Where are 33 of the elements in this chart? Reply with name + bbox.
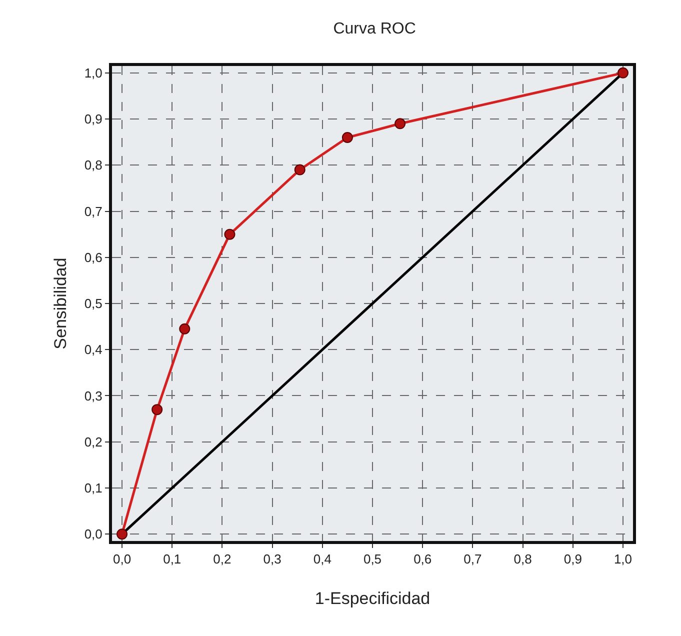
x-tick-label: 0,5 [363, 552, 382, 567]
x-tick-label: 0,9 [564, 552, 582, 567]
x-tick-label: 0,2 [213, 552, 232, 567]
y-tick-label: 0,1 [84, 480, 102, 496]
point [224, 228, 236, 240]
point [617, 67, 628, 78]
point [342, 132, 353, 143]
x-tick-label: 0,3 [263, 552, 282, 567]
x-tick-label: 0,1 [163, 552, 182, 567]
x-tick-label: 0,8 [514, 552, 532, 567]
point [294, 164, 306, 176]
x-axis-title: 1-Especificidad [314, 589, 430, 608]
chart-title: Curva ROC [333, 20, 416, 38]
y-tick-label: 0,8 [84, 158, 102, 173]
point [116, 528, 128, 540]
y-tick-label: 0,4 [84, 342, 102, 358]
y-tick-label: 0,6 [84, 250, 102, 265]
y-tick-label: 0,3 [84, 388, 102, 404]
x-tick-label: 0,7 [464, 552, 482, 567]
point [179, 323, 190, 334]
x-tick-label: 1,0 [614, 552, 632, 567]
point [152, 404, 163, 416]
y-tick-label: 0,9 [84, 112, 102, 127]
y-tick-label: 0,0 [84, 526, 102, 542]
y-tick-label: 0,7 [84, 204, 102, 219]
y-axis-title: Sensibilidad [51, 258, 70, 350]
x-tick-label: 0,0 [112, 552, 132, 567]
point [394, 118, 406, 130]
x-tick-label: 0,4 [313, 552, 332, 567]
x-tick-label: 0,6 [414, 552, 432, 567]
y-tick-label: 0,5 [84, 296, 102, 312]
y-tick-label: 1,0 [84, 65, 102, 80]
y-tick-label: 0,2 [84, 434, 102, 450]
